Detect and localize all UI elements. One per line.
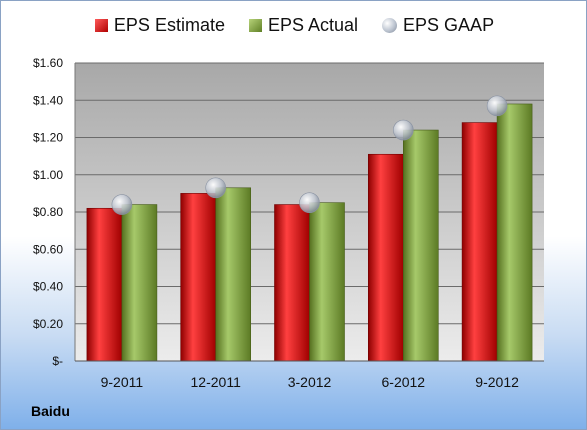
y-tick-label: $0.80 <box>33 205 63 219</box>
y-tick-label: $- <box>52 354 63 368</box>
point-eps-gaap <box>486 95 508 117</box>
bar-eps-actual <box>215 187 251 362</box>
x-tick-label: 9-2011 <box>101 374 144 390</box>
bar-eps-actual <box>121 204 158 362</box>
bar-eps-actual <box>402 129 439 362</box>
legend-label-gaap: EPS GAAP <box>403 15 495 35</box>
legend: EPS Estimate EPS Actual EPS GAAP <box>1 15 586 36</box>
bar-eps-estimate <box>274 204 310 362</box>
legend-item-actual: EPS Actual <box>248 15 359 36</box>
y-tick-label: $1.20 <box>33 131 63 145</box>
x-tick-label: 6-2012 <box>382 374 426 390</box>
legend-swatch-estimate <box>94 19 108 32</box>
legend-label-estimate: EPS Estimate <box>113 15 225 35</box>
legend-swatch-actual <box>248 19 262 32</box>
legend-label-actual: EPS Actual <box>267 15 359 35</box>
y-tick-label: $1.40 <box>33 93 63 107</box>
y-tick-label: $0.60 <box>33 242 63 256</box>
x-tick-label: 9-2012 <box>475 374 519 390</box>
company-label: Baidu <box>31 403 70 419</box>
bar-eps-estimate <box>180 193 216 362</box>
x-tick-label: 3-2012 <box>288 374 332 390</box>
y-tick-label: $0.20 <box>33 317 63 331</box>
point-eps-gaap <box>392 119 414 141</box>
point-eps-gaap <box>205 177 226 199</box>
legend-item-estimate: EPS Estimate <box>94 15 225 36</box>
bar-eps-actual <box>496 103 533 362</box>
legend-item-gaap: EPS GAAP <box>382 15 494 36</box>
point-eps-gaap <box>111 194 133 215</box>
y-tick-label: $0.40 <box>33 280 63 294</box>
point-eps-gaap <box>299 192 320 213</box>
bar-eps-estimate <box>461 122 498 362</box>
legend-swatch-gaap <box>382 18 398 33</box>
y-tick-label: $1.00 <box>33 168 63 182</box>
bar-eps-actual <box>309 202 345 362</box>
x-tick-label: 12-2011 <box>191 374 242 390</box>
bar-eps-estimate <box>86 207 123 362</box>
y-tick-label: $1.60 <box>33 56 63 70</box>
bar-eps-estimate <box>367 153 404 362</box>
